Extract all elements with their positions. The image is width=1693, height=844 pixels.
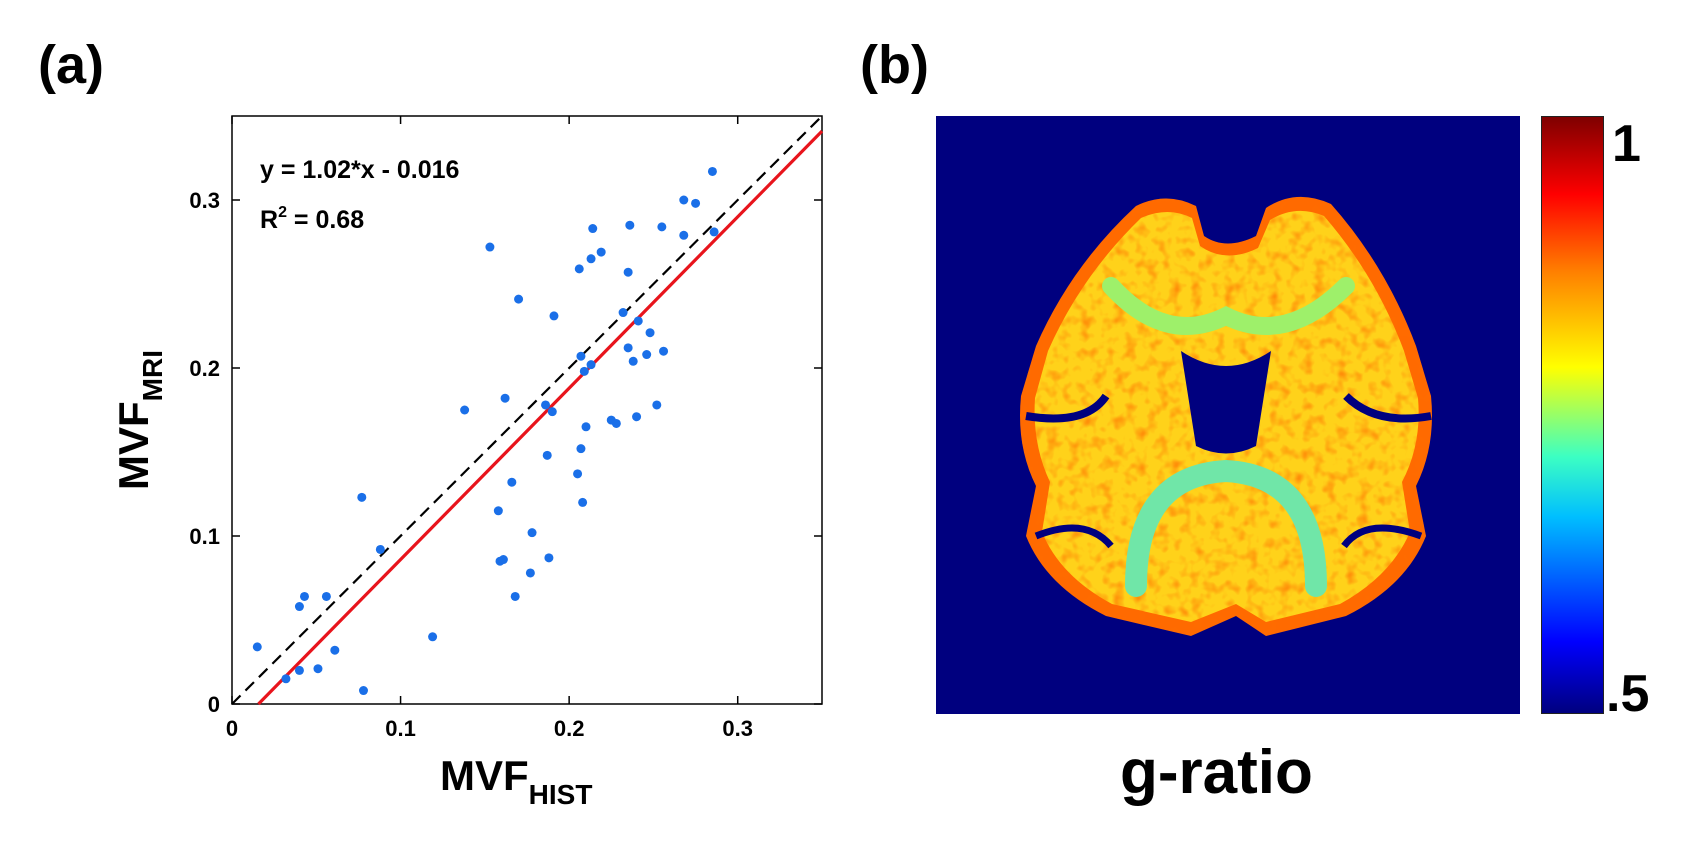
panel-label-a: (a) [38,35,104,95]
y-tick-label: 0.1 [189,524,220,549]
colorbar [1541,116,1604,714]
data-point [578,497,588,507]
reference-lines [231,115,824,706]
sulcus-left-low [1034,524,1114,549]
y-axis-title: MVFMRI [110,350,168,490]
data-point [618,308,628,318]
panel-label-b: (b) [860,35,929,95]
map-title: g-ratio [1120,738,1313,807]
data-point [586,360,596,370]
axis-ticks: 0 0.1 0.2 0.3 0 0.1 0.2 0.3 [189,116,822,741]
data-point [542,450,552,460]
g-ratio-brain-map [936,116,1520,714]
x-axis-title: MVFHIST [440,752,592,810]
corpus-callosum-front [1102,277,1355,335]
x-tick-label: 0.1 [385,716,416,741]
data-point [460,405,470,415]
data-point [596,247,606,257]
ventricle-dark [1181,351,1271,454]
data-point [586,254,596,264]
data-point [679,230,689,240]
r-squared-label: R2 = 0.68 [260,204,364,234]
data-point [642,350,652,360]
data-point [525,568,535,578]
data-point [294,602,304,612]
r2-suffix: = 0.68 [287,206,364,234]
data-point [498,555,508,565]
data-point [527,528,537,538]
y-axis-title-main: MVF [110,401,157,490]
data-point [358,686,368,696]
data-point [581,422,591,432]
data-point [330,645,340,655]
data-point [576,351,586,361]
data-point [679,195,689,205]
fit-equation: y = 1.02*x - 0.016 [260,156,459,184]
data-point [579,366,589,376]
data-point [623,267,633,277]
data-point [652,400,662,410]
data-point [510,591,520,601]
data-point [657,222,667,232]
data-point [632,412,642,422]
corpus-callosum-back [1125,459,1327,597]
data-point [623,343,633,353]
data-point [541,400,551,410]
data-point [645,328,655,338]
colorbar-max-label: 1 [1612,115,1641,173]
data-point [485,242,495,252]
data-point [549,311,559,321]
data-point [507,477,517,487]
identity-line [231,115,823,705]
data-point [375,544,385,554]
sulcus-right-low [1341,524,1423,549]
x-axis-title-main: MVF [440,752,529,799]
scatter-points [252,166,719,696]
data-point [576,444,586,454]
data-point [500,393,510,403]
data-point [547,407,557,417]
r2-exponent: 2 [278,204,287,221]
x-tick-label: 0 [226,716,238,741]
data-point [299,591,309,601]
plot-frame [231,115,823,705]
sulcus-left [1025,393,1110,423]
data-point [428,632,438,642]
data-point [252,642,262,652]
y-tick-label: 0.2 [189,356,220,381]
data-point [611,418,621,428]
brain-tissue [1020,196,1432,636]
sulcus-right [1343,393,1432,423]
data-point [573,469,583,479]
data-point [544,553,554,563]
x-tick-label: 0.2 [554,716,585,741]
fit-line [257,129,824,706]
data-point [588,224,598,234]
data-point [659,346,669,356]
y-tick-label: 0.3 [189,188,220,213]
data-point [625,220,635,230]
colorbar-min-label: .5 [1606,665,1650,723]
data-point [321,591,331,601]
x-axis-title-subscript: HIST [529,779,593,810]
data-point [628,356,638,366]
y-axis-title-subscript: MRI [137,350,168,401]
y-tick-label: 0 [208,692,220,717]
r2-prefix: R [260,206,278,234]
data-point [574,264,584,274]
data-point [493,506,503,516]
x-tick-label: 0.3 [722,716,753,741]
data-point [691,198,701,208]
data-point [357,492,367,502]
data-point [633,316,643,326]
data-point [313,664,323,674]
data-point [707,166,717,176]
data-point [281,674,291,684]
data-point [514,294,524,304]
data-point [709,227,719,237]
data-point [294,665,304,675]
